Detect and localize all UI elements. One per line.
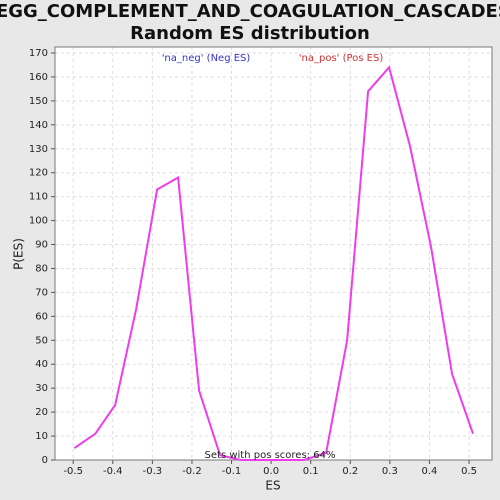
y-tick-label: 10 (35, 431, 48, 442)
y-tick-label: 110 (29, 192, 48, 203)
chart-title: KEGG_COMPLEMENT_AND_COAGULATION_CASCADES… (0, 1, 500, 22)
x-tick-label: 0.0 (263, 466, 279, 477)
y-tick-label: 130 (29, 144, 48, 155)
plot-area (55, 47, 492, 460)
x-tick-label: 0.3 (382, 466, 398, 477)
x-tick-label: -0.4 (103, 466, 123, 477)
x-tick-label: 0.2 (342, 466, 358, 477)
line-series (73, 65, 474, 461)
y-tick-label: 70 (35, 287, 48, 298)
x-tick-label: 0.5 (461, 466, 477, 477)
annotation: Sets with pos scores: 64% (205, 450, 336, 461)
x-axis-label: ES (265, 479, 280, 493)
annotation: 'na_pos' (Pos ES) (299, 53, 384, 64)
chart-subtitle: Random ES distribution (130, 23, 370, 44)
y-tick-label: 150 (29, 96, 48, 107)
y-axis-label: P(ES) (12, 238, 26, 270)
y-tick-label: 100 (29, 216, 48, 227)
x-tick-label: -0.2 (182, 466, 202, 477)
y-tick-label: 140 (29, 120, 48, 131)
y-tick-label: 0 (42, 455, 48, 466)
x-tick-label: 0.1 (303, 466, 319, 477)
y-tick-label: 20 (35, 407, 48, 418)
y-tick-label: 30 (35, 383, 48, 394)
y-tick-label: 60 (35, 311, 48, 322)
y-tick-label: 50 (35, 335, 48, 346)
y-tick-label: 90 (35, 240, 48, 251)
y-tick-label: 120 (29, 168, 48, 179)
y-tick-label: 160 (29, 72, 48, 83)
annotation: 'na_neg' (Neg ES) (162, 53, 251, 64)
x-tick-label: -0.5 (63, 466, 83, 477)
y-tick-label: 80 (35, 263, 48, 274)
y-tick-label: 40 (35, 359, 48, 370)
x-tick-label: -0.3 (143, 466, 163, 477)
x-tick-label: 0.4 (422, 466, 438, 477)
y-tick-label: 170 (29, 48, 48, 59)
x-tick-label: -0.1 (222, 466, 242, 477)
